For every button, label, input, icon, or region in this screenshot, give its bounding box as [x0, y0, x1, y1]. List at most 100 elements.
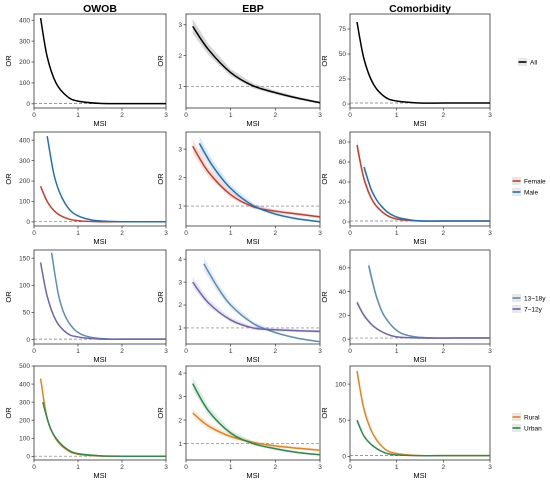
- x-tick-label: 0: [32, 230, 36, 237]
- panel-frame: [185, 131, 321, 227]
- confidence-band: [357, 299, 490, 339]
- y-tick-label: 4: [178, 370, 182, 377]
- y-axis-label: OR: [4, 407, 13, 419]
- x-tick-label: 3: [488, 230, 492, 237]
- panel-frame: [185, 13, 321, 109]
- x-tick-label: 1: [229, 112, 233, 119]
- y-tick-label: 3: [178, 394, 182, 401]
- series-line: [356, 21, 490, 104]
- series-line: [39, 262, 166, 341]
- y-axis-label: OR: [4, 173, 13, 185]
- x-tick-label: 1: [229, 464, 233, 471]
- x-tick-label: 1: [395, 230, 399, 237]
- panel-frame: [33, 365, 167, 461]
- x-tick-label: 0: [184, 464, 188, 471]
- y-tick-label: 300: [19, 399, 30, 406]
- y-tick-label: 1: [178, 441, 182, 448]
- confidence-band: [192, 19, 320, 104]
- series-line: [46, 135, 166, 223]
- series-line: [356, 419, 490, 457]
- y-tick-label: 400: [19, 137, 30, 144]
- x-tick-label: 2: [120, 112, 124, 119]
- y-axis-label: OR: [156, 173, 165, 185]
- series-line: [363, 166, 490, 222]
- x-tick-label: 0: [348, 464, 352, 471]
- series-line: [356, 144, 490, 222]
- x-axis-label: MSI: [246, 355, 259, 364]
- y-tick-label: 50: [339, 51, 347, 58]
- y-tick-label: 0: [342, 219, 346, 226]
- x-axis-label: MSI: [413, 119, 426, 128]
- y-tick-label: 60: [339, 159, 347, 166]
- y-axis-label: OR: [4, 55, 13, 67]
- confidence-band: [357, 138, 490, 222]
- y-tick-label: 300: [19, 38, 30, 45]
- x-tick-label: 1: [229, 348, 233, 355]
- y-tick-label: 0: [26, 337, 30, 344]
- x-tick-label: 0: [32, 112, 36, 119]
- y-tick-label: 50: [23, 310, 31, 317]
- x-tick-label: 2: [120, 230, 124, 237]
- series-line: [39, 378, 166, 457]
- series-line: [192, 25, 321, 104]
- x-tick-label: 2: [274, 230, 278, 237]
- confidence-band: [368, 259, 490, 339]
- x-tick-label: 0: [348, 348, 352, 355]
- x-tick-label: 0: [184, 230, 188, 237]
- x-tick-label: 2: [274, 348, 278, 355]
- y-tick-label: 0: [26, 454, 30, 461]
- x-tick-label: 1: [76, 230, 80, 237]
- y-tick-label: 2: [178, 417, 182, 424]
- y-tick-label: 3: [178, 279, 182, 286]
- y-tick-label: 100: [19, 283, 30, 290]
- y-tick-label: 50: [339, 417, 347, 424]
- series-line: [203, 263, 321, 343]
- panel-frame: [349, 365, 491, 461]
- x-tick-label: 2: [442, 348, 446, 355]
- series-line: [356, 301, 490, 339]
- x-axis-label: MSI: [413, 471, 426, 480]
- x-tick-label: 2: [120, 348, 124, 355]
- y-tick-label: 4: [178, 256, 182, 263]
- y-tick-label: 400: [19, 17, 30, 24]
- x-tick-label: 0: [32, 348, 36, 355]
- column-title: Comorbidity: [389, 3, 451, 15]
- y-tick-label: 2: [178, 302, 182, 309]
- y-axis-label: OR: [156, 291, 165, 303]
- x-tick-label: 2: [274, 464, 278, 471]
- y-tick-label: 100: [19, 199, 30, 206]
- x-axis-label: MSI: [413, 355, 426, 364]
- y-tick-label: 400: [19, 381, 30, 388]
- x-tick-label: 1: [76, 464, 80, 471]
- x-tick-label: 3: [318, 348, 322, 355]
- y-tick-label: 100: [19, 436, 30, 443]
- x-tick-label: 2: [274, 112, 278, 119]
- y-tick-label: 3: [178, 22, 182, 29]
- y-tick-label: 200: [19, 417, 30, 424]
- y-tick-label: 0: [342, 454, 346, 461]
- y-tick-label: 0: [342, 101, 346, 108]
- x-tick-label: 0: [348, 230, 352, 237]
- y-tick-label: 60: [339, 265, 347, 272]
- y-axis-label: OR: [320, 291, 329, 303]
- panel-frame: [33, 249, 167, 345]
- y-axis-label: OR: [320, 55, 329, 67]
- legend-label: 7~12y: [524, 306, 543, 313]
- x-tick-label: 2: [442, 112, 446, 119]
- x-tick-label: 3: [318, 112, 322, 119]
- y-tick-label: 75: [339, 26, 347, 33]
- x-tick-label: 3: [318, 464, 322, 471]
- x-tick-label: 1: [229, 230, 233, 237]
- series-line: [50, 252, 166, 340]
- x-tick-label: 0: [184, 348, 188, 355]
- legend-label: Rural: [524, 414, 540, 421]
- y-tick-label: 0: [26, 101, 30, 108]
- y-tick-label: 80: [339, 139, 347, 146]
- y-tick-label: 100: [335, 381, 346, 388]
- confidence-band: [203, 256, 320, 343]
- confidence-band: [357, 417, 490, 456]
- series-line: [192, 383, 321, 456]
- series-line: [192, 145, 321, 218]
